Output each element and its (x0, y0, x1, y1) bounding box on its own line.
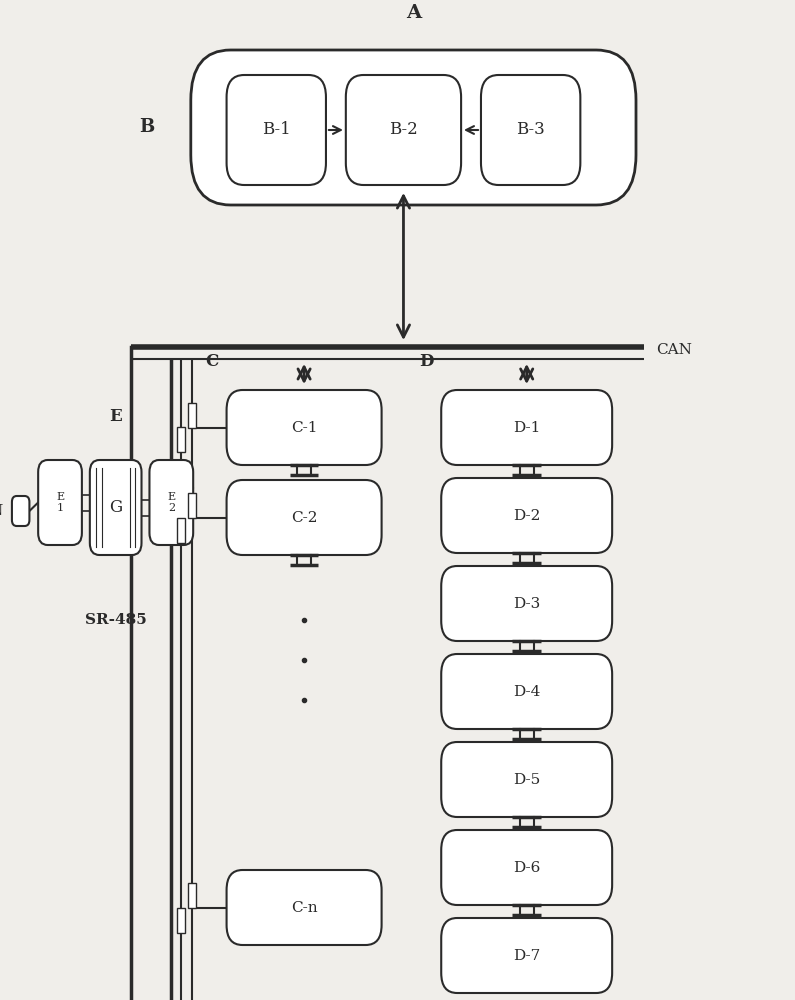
Text: N: N (0, 504, 2, 518)
Text: E
1: E 1 (56, 492, 64, 513)
FancyBboxPatch shape (227, 75, 326, 185)
Text: D-4: D-4 (513, 684, 541, 698)
FancyBboxPatch shape (188, 493, 196, 518)
Text: D-1: D-1 (513, 420, 541, 434)
FancyBboxPatch shape (227, 480, 382, 555)
Text: E: E (109, 408, 122, 425)
Text: G: G (109, 499, 122, 516)
FancyBboxPatch shape (441, 918, 612, 993)
Text: D: D (419, 353, 433, 370)
Text: C-n: C-n (291, 900, 317, 914)
FancyBboxPatch shape (12, 496, 29, 526)
FancyBboxPatch shape (90, 460, 142, 555)
Text: C: C (205, 353, 219, 370)
FancyBboxPatch shape (481, 75, 580, 185)
FancyBboxPatch shape (188, 402, 196, 428)
Text: A: A (405, 4, 421, 22)
FancyBboxPatch shape (188, 882, 196, 908)
FancyBboxPatch shape (177, 427, 185, 452)
FancyBboxPatch shape (227, 870, 382, 945)
Text: E
2: E 2 (167, 492, 176, 513)
FancyBboxPatch shape (441, 654, 612, 729)
Text: B: B (139, 118, 155, 136)
Text: C-1: C-1 (291, 420, 317, 434)
Text: B-2: B-2 (389, 121, 418, 138)
FancyBboxPatch shape (346, 75, 461, 185)
FancyBboxPatch shape (227, 390, 382, 465)
FancyBboxPatch shape (177, 518, 185, 542)
FancyBboxPatch shape (441, 478, 612, 553)
FancyBboxPatch shape (149, 460, 193, 545)
FancyBboxPatch shape (38, 460, 82, 545)
Text: D-7: D-7 (513, 948, 541, 962)
FancyBboxPatch shape (441, 390, 612, 465)
Text: D-3: D-3 (513, 596, 541, 610)
Text: B-3: B-3 (516, 121, 545, 138)
Text: C-2: C-2 (291, 510, 317, 524)
FancyBboxPatch shape (441, 566, 612, 641)
FancyBboxPatch shape (441, 742, 612, 817)
Text: D-2: D-2 (513, 508, 541, 522)
Text: D-6: D-6 (513, 860, 541, 874)
FancyBboxPatch shape (441, 830, 612, 905)
Text: CAN: CAN (656, 343, 692, 357)
FancyBboxPatch shape (177, 908, 185, 932)
Text: B-1: B-1 (262, 121, 291, 138)
Text: D-5: D-5 (513, 772, 541, 786)
Text: SR-485: SR-485 (85, 613, 146, 627)
FancyBboxPatch shape (191, 50, 636, 205)
